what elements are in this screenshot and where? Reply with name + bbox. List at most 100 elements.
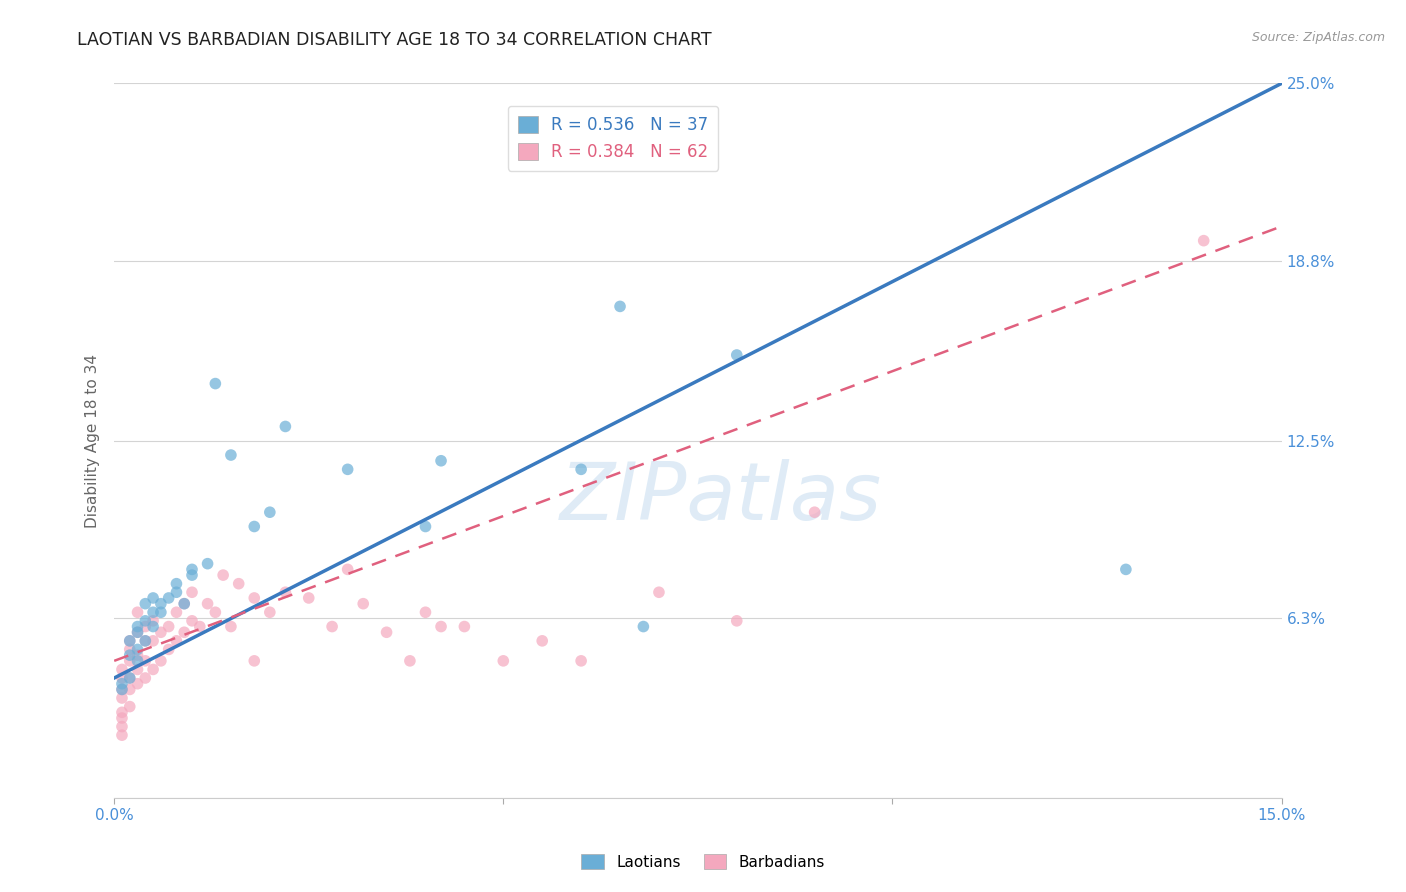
Point [803, 505, 825, 519]
Point [127, 625, 149, 640]
Point [336, 562, 359, 576]
Point [127, 625, 149, 640]
Point [142, 605, 165, 619]
Point [118, 682, 141, 697]
Point [430, 619, 453, 633]
Point [142, 614, 165, 628]
Point [259, 605, 281, 619]
Point [173, 597, 195, 611]
Point [197, 557, 219, 571]
Point [197, 597, 219, 611]
Point [127, 642, 149, 657]
Point [111, 706, 134, 720]
Point [219, 448, 242, 462]
Point [725, 348, 748, 362]
Point [219, 619, 242, 633]
Point [243, 591, 266, 605]
Point [149, 654, 172, 668]
Point [111, 720, 134, 734]
Point [157, 642, 180, 657]
Point [165, 605, 187, 619]
Point [111, 711, 134, 725]
Point [165, 585, 187, 599]
Point [118, 633, 141, 648]
Point [204, 605, 226, 619]
Point [118, 699, 141, 714]
Point [111, 728, 134, 742]
Point [321, 619, 343, 633]
Point [243, 654, 266, 668]
Point [111, 691, 134, 706]
Point [298, 591, 321, 605]
Point [188, 619, 211, 633]
Point [492, 654, 515, 668]
Point [399, 654, 422, 668]
Point [142, 662, 165, 676]
Point [118, 671, 141, 685]
Point [134, 633, 156, 648]
Point [204, 376, 226, 391]
Point [352, 597, 374, 611]
Point [259, 505, 281, 519]
Point [118, 654, 141, 668]
Point [111, 662, 134, 676]
Point [181, 562, 204, 576]
Point [415, 605, 437, 619]
Text: ZIPatlas: ZIPatlas [560, 458, 883, 537]
Point [127, 605, 149, 619]
Point [127, 677, 149, 691]
Point [157, 591, 180, 605]
Point [430, 454, 453, 468]
Point [118, 633, 141, 648]
Point [243, 519, 266, 533]
Point [531, 633, 554, 648]
Point [725, 614, 748, 628]
Point [142, 591, 165, 605]
Point [142, 633, 165, 648]
Point [181, 585, 204, 599]
Point [134, 671, 156, 685]
Point [609, 300, 631, 314]
Point [118, 671, 141, 685]
Point [142, 619, 165, 633]
Point [1115, 562, 1137, 576]
Point [111, 682, 134, 697]
Point [134, 633, 156, 648]
Point [633, 619, 655, 633]
Point [118, 642, 141, 657]
Point [165, 576, 187, 591]
Point [212, 568, 235, 582]
Point [336, 462, 359, 476]
Point [111, 682, 134, 697]
Point [181, 568, 204, 582]
Point [569, 654, 592, 668]
Point [134, 614, 156, 628]
Point [415, 519, 437, 533]
Point [274, 585, 297, 599]
Point [134, 654, 156, 668]
Point [569, 462, 592, 476]
Y-axis label: Disability Age 18 to 34: Disability Age 18 to 34 [86, 354, 100, 528]
Point [453, 619, 475, 633]
Point [181, 614, 204, 628]
Point [127, 648, 149, 662]
Point [127, 619, 149, 633]
Legend: R = 0.536   N = 37, R = 0.384   N = 62: R = 0.536 N = 37, R = 0.384 N = 62 [508, 106, 718, 170]
Legend: Laotians, Barbadians: Laotians, Barbadians [574, 846, 832, 877]
Point [111, 677, 134, 691]
Point [111, 671, 134, 685]
Point [173, 597, 195, 611]
Point [134, 619, 156, 633]
Point [127, 654, 149, 668]
Point [274, 419, 297, 434]
Point [157, 619, 180, 633]
Point [375, 625, 398, 640]
Point [648, 585, 671, 599]
Point [228, 576, 250, 591]
Point [165, 633, 187, 648]
Point [173, 625, 195, 640]
Point [1192, 234, 1215, 248]
Point [149, 625, 172, 640]
Point [149, 597, 172, 611]
Text: Source: ZipAtlas.com: Source: ZipAtlas.com [1251, 31, 1385, 45]
